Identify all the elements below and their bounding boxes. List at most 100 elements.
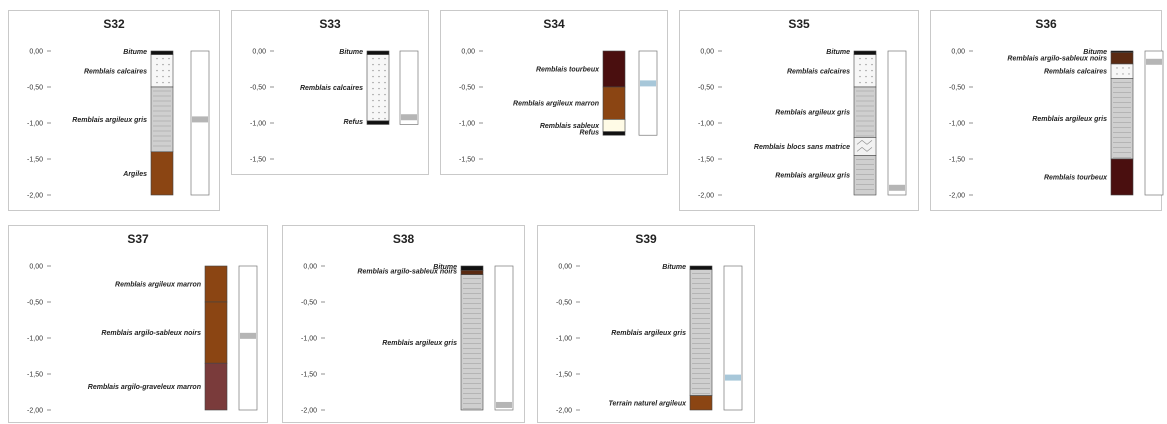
log-panel-s34: S34 0,00 -0,50 -1,00 -1,50 Remblais tourbeux… (440, 10, 668, 175)
layer-dot (378, 93, 380, 96)
depth-tick-label: -0,50 (459, 85, 475, 92)
layer-block (689, 395, 713, 411)
layer-block (853, 54, 877, 88)
depth-tick-label: -1,50 (27, 372, 43, 379)
layer-dot (384, 75, 386, 78)
layer-dot (378, 111, 380, 114)
log-diagram: 0,00 -0,50 -1,00 -1,50 -2,00 Remblais argileu… (27, 264, 258, 415)
layer-block (460, 270, 484, 275)
layer-label: Remblais blocs sans matrice (754, 144, 850, 151)
layer-label: Remblais argileux gris (382, 340, 457, 347)
layer-dot (162, 75, 164, 78)
layer-label: Remblais tourbeux (1044, 175, 1108, 182)
layer-block (366, 50, 390, 55)
depth-tick-label: -0,50 (250, 85, 266, 92)
layer-block (150, 151, 174, 196)
layer-dot (372, 105, 374, 108)
layer-dot (372, 81, 374, 84)
depth-tick-label: -0,50 (301, 300, 317, 307)
layer-dot (378, 57, 380, 60)
log-panel-s33: S33 0,00 -0,50 -1,00 -1,50 Bitume Remblais ca… (231, 10, 429, 175)
layer-dot (865, 69, 867, 72)
layer-block (853, 86, 877, 138)
layer-dot (372, 111, 374, 114)
layer-dot (378, 87, 380, 90)
depth-tick-label: -0,50 (698, 85, 714, 92)
depth-tick-label: -1,00 (459, 121, 475, 128)
layer-dot (372, 57, 374, 60)
depth-tick-label: -1,50 (949, 157, 965, 164)
layer-label: Terrain naturel argileux (608, 400, 687, 407)
layer-dot (372, 75, 374, 78)
water-column (494, 265, 514, 411)
layer-block-pattern (856, 140, 873, 145)
water-level-marker (889, 184, 905, 191)
log-title: S38 (392, 232, 415, 246)
layer-label: Remblais argileux gris (1032, 116, 1107, 123)
layer-dot (372, 63, 374, 66)
layer-dot (865, 81, 867, 84)
layer-dot (384, 105, 386, 108)
log-diagram: 0,00 -0,50 -1,00 -1,50 -2,00 Bitume Remblais c… (27, 49, 210, 200)
water-level-marker (192, 116, 208, 123)
depth-tick-label: -1,50 (556, 372, 572, 379)
layer-dot (1128, 67, 1130, 69)
layer-block (366, 54, 390, 122)
depth-tick-label: 0,00 (558, 264, 572, 271)
depth-tick-label: 0,00 (29, 49, 43, 56)
layer-label: Remblais sableux (540, 123, 600, 130)
layer-dot (865, 75, 867, 78)
depth-tick-label: -2,00 (949, 193, 965, 200)
depth-tick-label: -1,00 (250, 121, 266, 128)
layer-dot (378, 75, 380, 78)
layer-dot (378, 69, 380, 72)
log-title: S35 (788, 17, 810, 31)
layer-dot (384, 57, 386, 60)
layer-dot (871, 63, 873, 66)
depth-tick-label: -0,50 (556, 300, 572, 307)
layer-dot (168, 69, 170, 72)
layer-dot (1122, 73, 1124, 75)
layer-dot (871, 81, 873, 84)
depth-tick-label: 0,00 (951, 49, 965, 56)
layer-dot (372, 99, 374, 102)
layer-label: Refus (580, 130, 600, 137)
log-title: S32 (103, 17, 125, 31)
layer-dot (859, 63, 861, 66)
layer-dot (372, 87, 374, 90)
layer-label: Bitume (433, 264, 457, 271)
layer-block (150, 54, 174, 88)
depth-tick-label: -2,00 (698, 193, 714, 200)
layer-dot (162, 57, 164, 60)
layer-dot (378, 99, 380, 102)
layer-dot (372, 117, 374, 120)
layer-dot (865, 57, 867, 60)
layer-dot (871, 75, 873, 78)
layer-dot (871, 57, 873, 60)
layer-label: Remblais argilo-sableux noirs (101, 330, 201, 337)
layer-dot (156, 75, 158, 78)
depth-tick-label: -0,50 (949, 85, 965, 92)
layer-label: Bitume (1083, 49, 1107, 56)
layer-dot (859, 69, 861, 72)
layer-block (1110, 158, 1134, 196)
layer-dot (168, 81, 170, 84)
layer-dot (384, 81, 386, 84)
depth-tick-label: -1,00 (27, 121, 43, 128)
depth-tick-label: -1,00 (27, 336, 43, 343)
layer-block (1110, 52, 1134, 65)
layer-dot (156, 57, 158, 60)
water-level-marker (725, 374, 741, 381)
depth-tick-label: -2,00 (301, 408, 317, 415)
layer-block (204, 265, 228, 303)
layer-dot (859, 75, 861, 78)
layer-block (150, 86, 174, 153)
layer-block (602, 50, 626, 88)
log-title: S34 (543, 17, 565, 31)
depth-tick-label: 0,00 (29, 264, 43, 271)
log-diagram: 0,00 -0,50 -1,00 -1,50 Remblais tourbeux Remb… (459, 49, 658, 164)
layer-label: Remblais argileux gris (775, 173, 850, 180)
layer-label: Bitume (123, 49, 147, 56)
